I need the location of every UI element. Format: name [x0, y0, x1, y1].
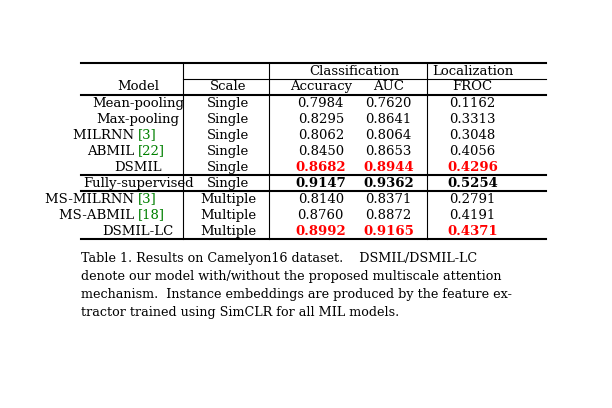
Text: AUC: AUC [373, 80, 404, 93]
Text: DSMIL-LC: DSMIL-LC [103, 224, 174, 237]
Text: Scale: Scale [210, 80, 247, 93]
Text: 0.9362: 0.9362 [363, 177, 414, 190]
Text: Single: Single [207, 177, 250, 190]
Text: [18]: [18] [138, 208, 165, 222]
Text: 0.8682: 0.8682 [296, 161, 346, 173]
Text: 0.8450: 0.8450 [297, 144, 344, 157]
Text: 0.8944: 0.8944 [363, 161, 414, 173]
Text: Accuracy: Accuracy [289, 80, 352, 93]
Text: Max-pooling: Max-pooling [97, 113, 180, 126]
Text: 0.8295: 0.8295 [297, 113, 344, 126]
Text: 0.1162: 0.1162 [449, 97, 496, 110]
Text: 0.8653: 0.8653 [365, 144, 412, 157]
Text: Multiple: Multiple [200, 208, 256, 222]
Text: 0.8062: 0.8062 [297, 129, 344, 142]
Text: Single: Single [207, 113, 250, 126]
Text: [3]: [3] [138, 193, 157, 206]
Text: 0.9165: 0.9165 [363, 224, 414, 237]
Text: 0.8872: 0.8872 [365, 208, 412, 222]
Text: Classification: Classification [310, 64, 400, 78]
Text: 0.8641: 0.8641 [365, 113, 412, 126]
Text: [3]: [3] [138, 129, 157, 142]
Text: FROC: FROC [452, 80, 493, 93]
Text: Single: Single [207, 129, 250, 142]
Text: MS-MILRNN: MS-MILRNN [45, 193, 138, 206]
Text: 0.3313: 0.3313 [449, 113, 496, 126]
Text: 0.2791: 0.2791 [449, 193, 496, 206]
Text: 0.8760: 0.8760 [297, 208, 344, 222]
Text: MS-ABMIL: MS-ABMIL [59, 208, 138, 222]
Text: [22]: [22] [138, 144, 165, 157]
Text: Multiple: Multiple [200, 224, 256, 237]
Text: Single: Single [207, 144, 250, 157]
Text: ABMIL: ABMIL [87, 144, 138, 157]
Text: 0.5254: 0.5254 [447, 177, 498, 190]
Text: 0.4056: 0.4056 [449, 144, 496, 157]
Text: DSMIL: DSMIL [114, 161, 162, 173]
Text: 0.8371: 0.8371 [365, 193, 412, 206]
Text: 0.7620: 0.7620 [365, 97, 412, 110]
Text: Model: Model [117, 80, 159, 93]
Text: Table 1. Results on Camelyon16 dataset.    DSMIL/DSMIL-LC: Table 1. Results on Camelyon16 dataset. … [81, 252, 477, 265]
Text: 0.4371: 0.4371 [447, 224, 498, 237]
Text: Fully-supervised: Fully-supervised [83, 177, 193, 190]
Text: mechanism.  Instance embeddings are produced by the feature ex-: mechanism. Instance embeddings are produ… [81, 288, 512, 301]
Text: Single: Single [207, 97, 250, 110]
Text: 0.3048: 0.3048 [449, 129, 496, 142]
Text: tractor trained using SimCLR for all MIL models.: tractor trained using SimCLR for all MIL… [81, 306, 400, 319]
Text: MILRNN: MILRNN [73, 129, 138, 142]
Text: Localization: Localization [432, 64, 513, 78]
Text: denote our model with/without the proposed multiscale attention: denote our model with/without the propos… [81, 270, 502, 283]
Text: 0.4191: 0.4191 [449, 208, 496, 222]
Text: Mean-pooling: Mean-pooling [92, 97, 184, 110]
Text: 0.8992: 0.8992 [296, 224, 346, 237]
Text: 0.4296: 0.4296 [447, 161, 498, 173]
Text: Multiple: Multiple [200, 193, 256, 206]
Text: 0.8064: 0.8064 [365, 129, 412, 142]
Text: 0.8140: 0.8140 [297, 193, 344, 206]
Text: 0.9147: 0.9147 [296, 177, 346, 190]
Text: Single: Single [207, 161, 250, 173]
Text: 0.7984: 0.7984 [297, 97, 344, 110]
